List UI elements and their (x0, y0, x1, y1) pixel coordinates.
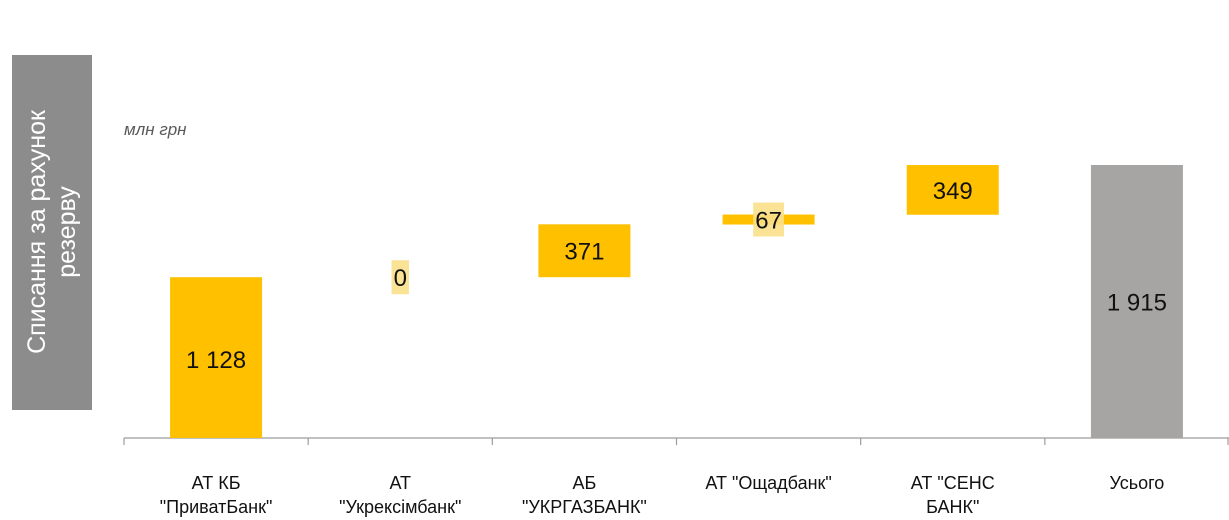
category-label: АТ "СЕНС БАНК" (911, 473, 995, 517)
category-label: АБ "УКРГАЗБАНК" (522, 473, 647, 517)
category-label-line: АТ КБ (192, 473, 241, 493)
value-label: 1 915 (1107, 290, 1167, 317)
category-label: АТ "Ощадбанк" (705, 473, 831, 493)
value-label-bg (391, 260, 409, 295)
value-label: 67 (755, 208, 782, 235)
side-panel (12, 55, 92, 410)
category-label: АТ КБ "ПриватБанк" (160, 473, 273, 517)
category-label: АТ "Укрексімбанк" (339, 473, 461, 517)
unit-label: млн грн (124, 120, 187, 139)
waterfall-bar (538, 224, 631, 278)
category-label-line: "Укрексімбанк" (339, 497, 461, 517)
value-label: 0 (394, 265, 407, 292)
category-label-line: АБ (573, 473, 597, 493)
value-label: 371 (564, 239, 604, 266)
category-label: Усього (1110, 473, 1165, 493)
category-label-line: АТ "Ощадбанк" (705, 473, 831, 493)
value-label-bg (753, 202, 784, 237)
value-label: 349 (933, 178, 973, 205)
category-label-line: АТ (389, 473, 411, 493)
category-label-line: Усього (1110, 473, 1165, 493)
category-label-line: АТ "СЕНС (911, 473, 995, 493)
waterfall-bar (906, 165, 999, 215)
category-label-line: "УКРГАЗБАНК" (522, 497, 647, 517)
category-label-line: БАНК" (926, 497, 979, 517)
category-label-line: "ПриватБанк" (160, 497, 273, 517)
waterfall-bar (170, 277, 263, 438)
waterfall-bar (1090, 165, 1183, 438)
value-label: 1 128 (186, 347, 246, 374)
